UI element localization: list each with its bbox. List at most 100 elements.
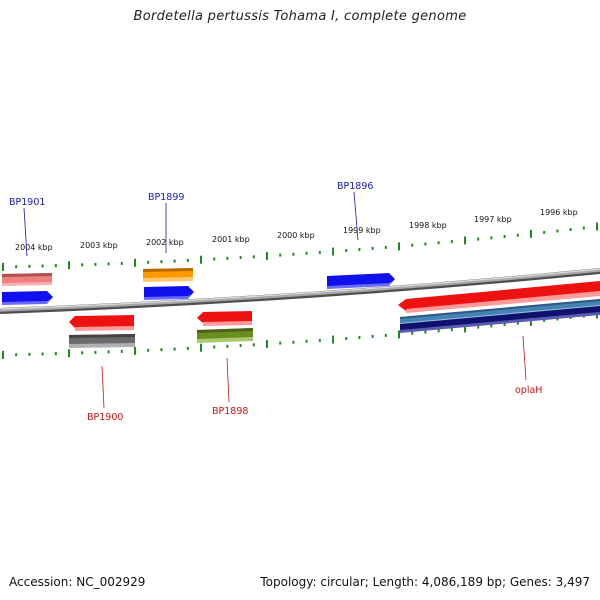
reverse-scale-minor-tick <box>516 321 519 325</box>
gene-bp1900-feature[interactable] <box>69 334 135 348</box>
forward-scale-minor-tick <box>358 248 361 251</box>
forward-scale-minor-tick <box>371 246 374 250</box>
reverse-scale-major-tick <box>464 324 466 333</box>
forward-scale-minor-tick <box>54 264 57 268</box>
reverse-scale-major-tick <box>530 317 532 326</box>
forward-scale-major-tick <box>68 261 70 270</box>
reverse-scale-minor-tick <box>556 317 559 321</box>
reverse-scale-minor-tick <box>345 337 348 340</box>
gene-bp1899-feature[interactable] <box>143 268 193 282</box>
gene-oplah-region[interactable] <box>400 306 600 333</box>
reverse-scale-minor-tick <box>41 352 44 356</box>
forward-scale-minor-tick <box>582 226 585 230</box>
forward-scale-minor-tick <box>292 252 295 256</box>
forward-scale-minor-tick <box>94 262 97 266</box>
forward-scale-minor-tick <box>543 230 546 234</box>
reverse-scale-minor-tick <box>252 343 255 347</box>
forward-scale-minor-tick <box>569 228 572 231</box>
gene-label-lines <box>23 191 527 409</box>
gene-bp1901-feature[interactable] <box>2 273 52 286</box>
gene-label-bp1898[interactable]: BP1898 <box>212 406 248 417</box>
forward-scale-minor-tick <box>556 229 559 233</box>
reverse-scale-minor-tick <box>226 344 229 348</box>
reverse-scale-minor-tick <box>54 352 57 356</box>
reverse-scale-minor-tick <box>305 339 308 343</box>
gene-bp1899-cds[interactable] <box>144 286 194 300</box>
gene-labels: BP1901 BP1899 BP1896 BP1900 BP1898 oplaH <box>9 181 542 423</box>
gene-bp1898-cds[interactable] <box>197 311 252 326</box>
forward-scale-minor-tick <box>424 242 427 246</box>
forward-scale-major-tick <box>200 255 202 264</box>
reverse-genes <box>69 281 600 348</box>
gene-bp1900-cds[interactable] <box>69 315 134 331</box>
forward-scale-major-tick <box>332 247 334 256</box>
reverse-scale-minor-tick <box>186 346 189 350</box>
forward-scale-minor-tick <box>437 241 440 245</box>
reverse-scale-minor-tick <box>424 330 427 334</box>
reverse-scale-minor-tick <box>411 331 414 335</box>
scale-label-1996: 1996 kbp <box>540 208 578 217</box>
forward-scale-minor-tick <box>305 251 308 255</box>
gene-bp1896-cds[interactable] <box>327 273 395 289</box>
gene-label-oplah[interactable]: oplaH <box>515 385 542 396</box>
reverse-scale-minor-tick <box>450 328 453 332</box>
reverse-scale-major-tick <box>332 335 334 344</box>
reverse-scale-minor-tick <box>239 344 242 348</box>
reverse-scale-minor-tick <box>147 348 150 352</box>
forward-scale-minor-tick <box>384 245 387 249</box>
forward-scale-minor-tick <box>318 250 321 254</box>
forward-scale-minor-tick <box>516 233 519 237</box>
scale-label-2000: 2000 kbp <box>277 231 315 240</box>
gene-bp1898-feature[interactable] <box>197 328 253 343</box>
forward-scale-ticks <box>2 222 598 271</box>
reverse-scale-minor-tick <box>503 323 506 326</box>
gene-label-bp1900[interactable]: BP1900 <box>87 412 123 423</box>
reverse-scale-minor-tick <box>490 324 493 328</box>
reverse-scale-minor-tick <box>543 318 546 322</box>
genome-backbone <box>0 268 600 314</box>
forward-scale-minor-tick <box>120 261 123 265</box>
forward-scale-minor-tick <box>239 256 242 260</box>
gene-label-bp1899[interactable]: BP1899 <box>148 192 184 203</box>
genome-summary: Topology: circular; Length: 4,086,189 bp… <box>260 575 590 589</box>
forward-genes <box>2 268 395 305</box>
reverse-scale-minor-tick <box>15 353 18 357</box>
forward-scale-minor-tick <box>252 255 255 259</box>
reverse-scale-minor-tick <box>318 338 321 342</box>
forward-scale-minor-tick <box>490 236 493 240</box>
reverse-scale-major-tick <box>398 330 400 339</box>
reverse-scale-minor-tick <box>358 336 361 339</box>
forward-scale-minor-tick <box>81 263 84 267</box>
map-title: Bordetella pertussis Tohama I, complete … <box>133 9 467 24</box>
gene-label-bp1901[interactable]: BP1901 <box>9 197 45 208</box>
forward-scale-minor-tick <box>186 258 189 262</box>
forward-scale-major-tick <box>596 222 598 231</box>
scale-label-1997: 1997 kbp <box>474 215 512 224</box>
forward-scale-minor-tick <box>28 264 31 268</box>
forward-scale-minor-tick <box>279 253 282 257</box>
scale-label-1999: 1999 kbp <box>343 226 381 235</box>
forward-scale-minor-tick <box>411 243 414 247</box>
scale-label-2002: 2002 kbp <box>146 238 184 247</box>
accession-label: Accession: NC_002929 <box>9 575 146 589</box>
gene-label-bp1896[interactable]: BP1896 <box>337 181 373 192</box>
reverse-scale-minor-tick <box>213 345 216 349</box>
reverse-scale-minor-tick <box>371 334 374 338</box>
forward-scale-major-tick <box>464 236 466 245</box>
reverse-scale-minor-tick <box>173 347 176 351</box>
forward-scale-minor-tick <box>15 265 18 269</box>
reverse-scale-minor-tick <box>292 340 295 344</box>
forward-scale-minor-tick <box>160 260 163 264</box>
reverse-scale-minor-tick <box>28 352 31 356</box>
reverse-scale-major-tick <box>266 340 268 348</box>
scale-label-2003: 2003 kbp <box>80 241 118 250</box>
reverse-scale-minor-tick <box>437 329 440 333</box>
gene-oplah-cds[interactable] <box>398 281 600 313</box>
reverse-scale-major-tick <box>2 350 4 359</box>
forward-scale-minor-tick <box>107 262 110 266</box>
scale-label-2001: 2001 kbp <box>212 235 250 244</box>
gene-bp1901-cds[interactable] <box>2 291 53 305</box>
reverse-scale-minor-tick <box>279 341 282 345</box>
forward-scale-minor-tick <box>226 256 229 260</box>
